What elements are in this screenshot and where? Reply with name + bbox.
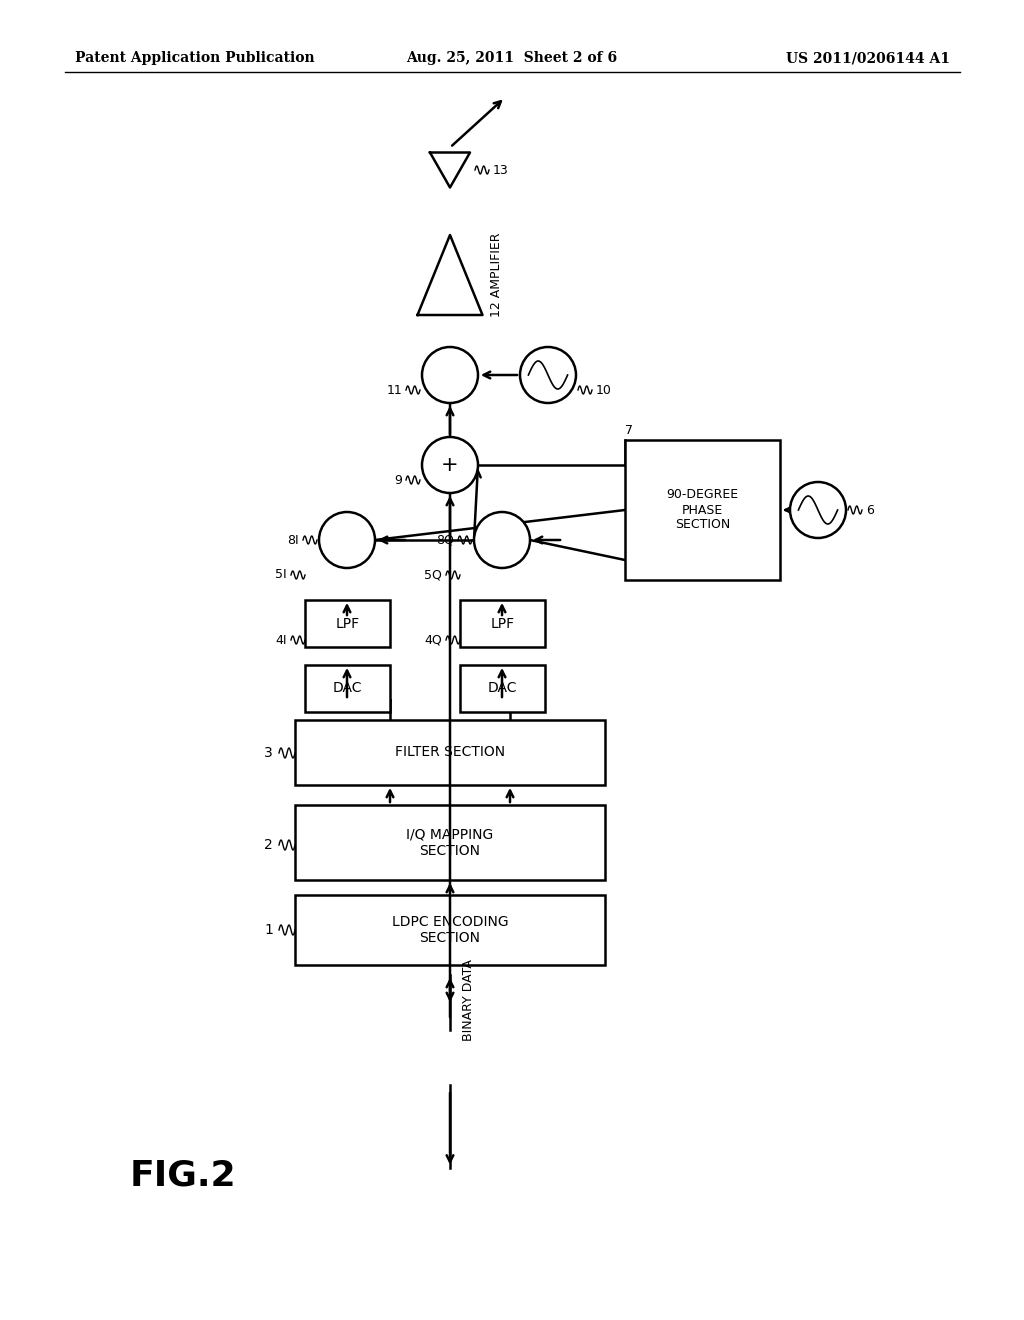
Text: I/Q MAPPING
SECTION: I/Q MAPPING SECTION xyxy=(407,828,494,858)
Bar xyxy=(305,665,390,711)
Text: FIG.2: FIG.2 xyxy=(130,1158,237,1192)
Text: FILTER SECTION: FILTER SECTION xyxy=(395,746,505,759)
Text: 90-DEGREE
PHASE
SECTION: 90-DEGREE PHASE SECTION xyxy=(667,488,738,532)
Text: LDPC ENCODING
SECTION: LDPC ENCODING SECTION xyxy=(392,915,508,945)
Circle shape xyxy=(319,512,375,568)
Text: US 2011/0206144 A1: US 2011/0206144 A1 xyxy=(786,51,950,65)
Text: 9: 9 xyxy=(394,474,402,487)
Bar xyxy=(460,601,545,647)
Text: 10: 10 xyxy=(596,384,612,396)
Text: 8Q: 8Q xyxy=(436,533,454,546)
Bar xyxy=(460,665,545,711)
Text: Patent Application Publication: Patent Application Publication xyxy=(75,51,314,65)
Text: LPF: LPF xyxy=(490,616,515,631)
Text: 4Q: 4Q xyxy=(424,634,442,647)
Text: 5I: 5I xyxy=(275,569,287,582)
Text: 12 AMPLIFIER: 12 AMPLIFIER xyxy=(490,232,504,317)
Text: DAC: DAC xyxy=(333,681,362,696)
Bar xyxy=(295,719,605,785)
Text: 13: 13 xyxy=(493,164,509,177)
Text: 5Q: 5Q xyxy=(424,569,442,582)
Text: 2: 2 xyxy=(264,838,273,851)
Bar xyxy=(625,440,780,579)
Text: 1: 1 xyxy=(264,923,273,937)
Text: +: + xyxy=(441,455,459,475)
Text: 8I: 8I xyxy=(288,533,299,546)
Text: BINARY DATA: BINARY DATA xyxy=(462,960,475,1041)
Text: Aug. 25, 2011  Sheet 2 of 6: Aug. 25, 2011 Sheet 2 of 6 xyxy=(407,51,617,65)
Text: 7: 7 xyxy=(625,424,633,437)
Text: LPF: LPF xyxy=(336,616,359,631)
Text: 3: 3 xyxy=(264,746,273,760)
Text: DAC: DAC xyxy=(487,681,517,696)
Circle shape xyxy=(422,347,478,403)
Text: 6: 6 xyxy=(866,503,873,516)
Text: 4I: 4I xyxy=(275,634,287,647)
Text: 11: 11 xyxy=(386,384,402,396)
Bar xyxy=(295,805,605,880)
Bar xyxy=(295,895,605,965)
Circle shape xyxy=(422,437,478,492)
Circle shape xyxy=(474,512,530,568)
Circle shape xyxy=(790,482,846,539)
Bar xyxy=(305,601,390,647)
Circle shape xyxy=(520,347,575,403)
